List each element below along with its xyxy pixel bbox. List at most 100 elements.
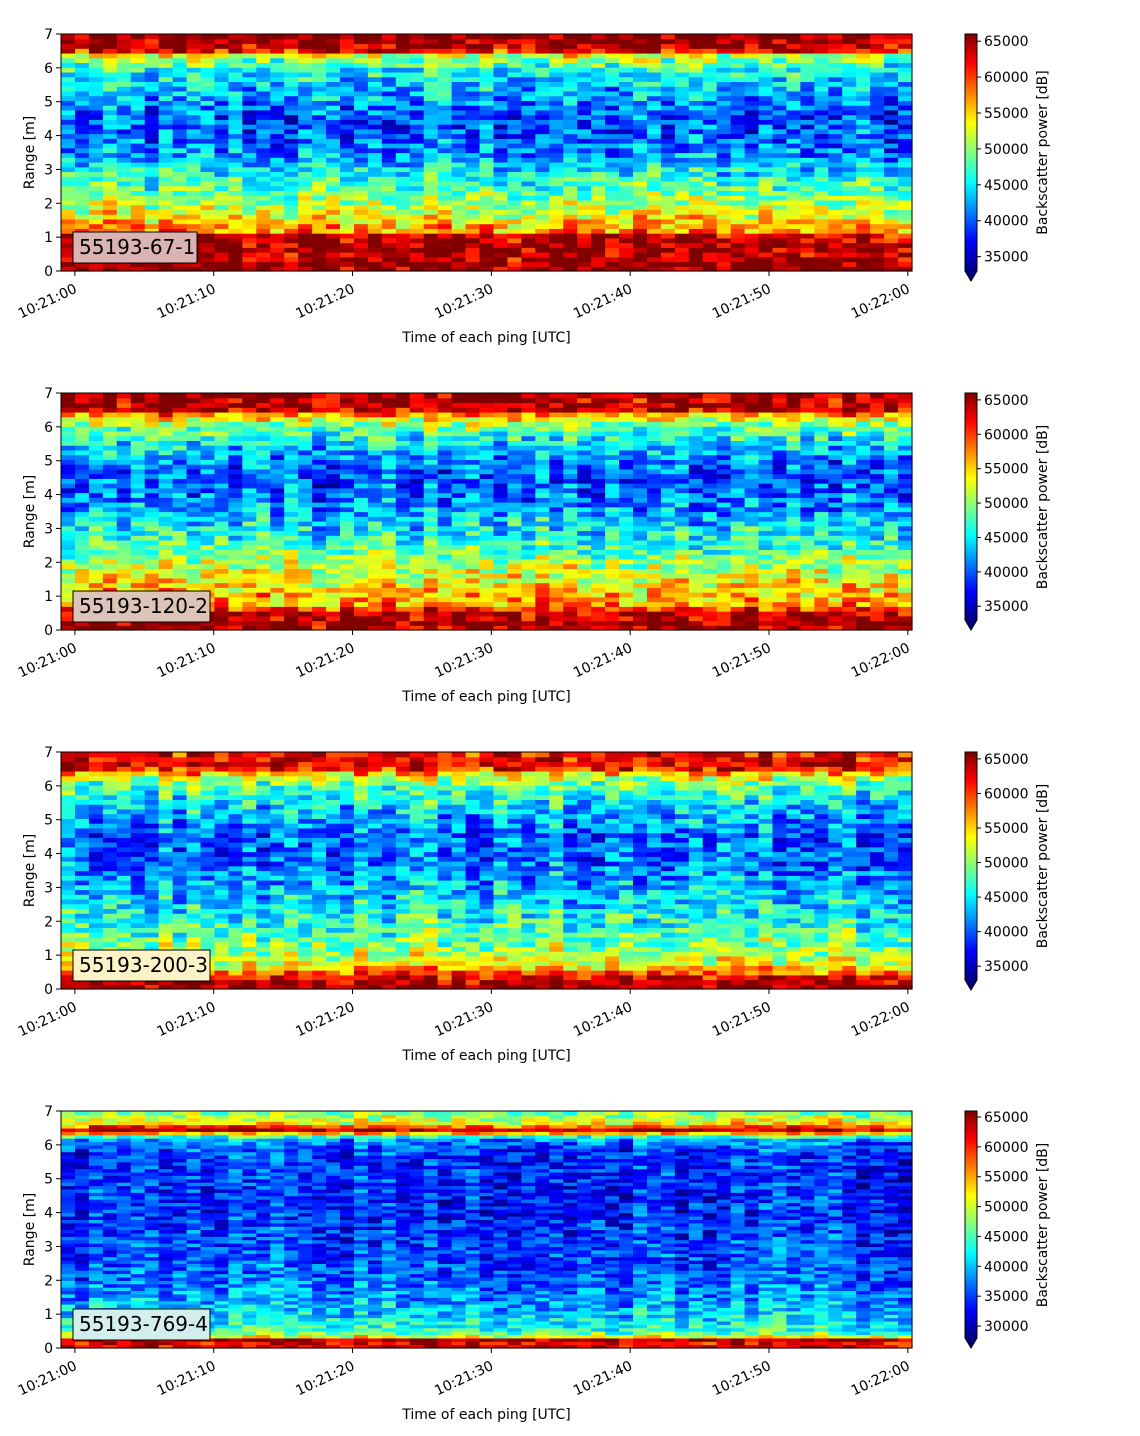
heatmap-cell bbox=[270, 266, 285, 272]
heatmap-cell bbox=[577, 266, 592, 272]
heatmap-cell bbox=[800, 95, 815, 101]
heatmap-cell bbox=[479, 402, 495, 408]
heatmap-cell bbox=[158, 100, 174, 106]
heatmap-cell bbox=[158, 426, 174, 432]
heatmap-cell bbox=[549, 449, 564, 456]
heatmap-cell bbox=[270, 558, 285, 565]
heatmap-cell bbox=[116, 228, 132, 234]
heatmap-cell bbox=[856, 157, 871, 163]
heatmap-cell bbox=[842, 233, 857, 239]
heatmap-cell bbox=[214, 166, 230, 173]
heatmap-cell bbox=[256, 535, 271, 541]
heatmap-cell bbox=[102, 397, 118, 404]
heatmap-cell bbox=[102, 161, 118, 168]
heatmap-cell bbox=[186, 449, 202, 456]
heatmap-cell bbox=[395, 549, 411, 555]
heatmap-cell bbox=[828, 209, 843, 215]
heatmap-cell bbox=[200, 473, 216, 479]
heatmap-cell bbox=[130, 161, 146, 168]
heatmap-cell bbox=[102, 516, 118, 522]
heatmap-cell bbox=[214, 114, 230, 120]
heatmap-cell bbox=[800, 242, 815, 248]
heatmap-cell bbox=[577, 464, 592, 470]
heatmap-cell bbox=[507, 582, 522, 588]
heatmap-cell bbox=[214, 71, 230, 78]
heatmap-cell bbox=[61, 166, 76, 173]
heatmap-cell bbox=[563, 124, 578, 130]
heatmap-cell bbox=[158, 530, 174, 536]
heatmap-cell bbox=[395, 459, 411, 465]
heatmap-cell bbox=[451, 587, 467, 593]
heatmap-cell bbox=[465, 459, 481, 465]
heatmap-cell bbox=[856, 199, 871, 206]
colorbar-extend-min bbox=[965, 271, 977, 281]
colorbar-tick-label: 35000 bbox=[984, 250, 1029, 266]
heatmap-cell bbox=[270, 176, 285, 182]
heatmap-cell bbox=[563, 204, 578, 210]
heatmap-cell bbox=[521, 48, 536, 54]
heatmap-cell bbox=[563, 577, 578, 584]
heatmap-cell bbox=[423, 430, 439, 437]
heatmap-cell bbox=[646, 109, 662, 116]
heatmap-cell bbox=[172, 402, 188, 408]
heatmap-cell bbox=[298, 592, 313, 598]
heatmap-cell bbox=[326, 100, 341, 106]
heatmap-cell bbox=[158, 38, 174, 45]
heatmap-cell bbox=[158, 114, 174, 120]
heatmap-cell bbox=[800, 81, 815, 87]
heatmap-cell bbox=[381, 195, 397, 201]
heatmap-cell bbox=[688, 67, 704, 73]
heatmap-cell bbox=[688, 204, 704, 210]
heatmap-cell bbox=[186, 483, 202, 489]
heatmap-cell bbox=[423, 247, 439, 253]
heatmap-cell bbox=[326, 62, 341, 68]
heatmap-cell bbox=[702, 128, 718, 135]
heatmap-cell bbox=[563, 573, 578, 579]
heatmap-cell bbox=[270, 397, 285, 404]
heatmap-cell bbox=[158, 445, 174, 451]
heatmap-cell bbox=[702, 218, 718, 225]
heatmap-cell bbox=[61, 199, 76, 206]
heatmap-cell bbox=[256, 204, 271, 210]
heatmap-cell bbox=[898, 209, 913, 215]
heatmap-cell bbox=[395, 625, 411, 631]
heatmap-cell bbox=[856, 71, 871, 78]
heatmap-cell bbox=[116, 407, 132, 413]
heatmap-cell bbox=[772, 105, 788, 111]
heatmap-cell bbox=[521, 209, 536, 215]
heatmap-cell bbox=[200, 43, 216, 49]
heatmap-cell bbox=[451, 247, 467, 253]
heatmap-cell bbox=[437, 147, 453, 154]
heatmap-cell bbox=[381, 596, 397, 603]
heatmap-cell bbox=[242, 38, 257, 45]
heatmap-cell bbox=[814, 100, 829, 106]
heatmap-cell bbox=[214, 109, 230, 116]
heatmap-cell bbox=[158, 582, 174, 588]
heatmap-cell bbox=[353, 587, 369, 593]
heatmap-cell bbox=[577, 71, 592, 78]
heatmap-cell bbox=[340, 86, 355, 92]
heatmap-cell bbox=[451, 86, 467, 92]
heatmap-cell bbox=[632, 195, 648, 201]
heatmap-cell bbox=[646, 114, 662, 120]
heatmap-cell bbox=[144, 426, 160, 432]
heatmap-cell bbox=[326, 478, 341, 484]
heatmap-cell bbox=[437, 114, 453, 120]
heatmap-cell bbox=[507, 563, 522, 569]
heatmap-cell bbox=[228, 563, 243, 569]
heatmap-cell bbox=[660, 266, 676, 272]
heatmap-cell bbox=[660, 95, 676, 101]
heatmap-cell bbox=[228, 615, 243, 622]
heatmap-cell bbox=[507, 544, 522, 551]
heatmap-cell bbox=[228, 209, 243, 215]
heatmap-cell bbox=[744, 252, 760, 258]
heatmap-cell bbox=[284, 81, 299, 87]
heatmap-cell bbox=[437, 90, 453, 97]
heatmap-cell bbox=[493, 237, 509, 244]
heatmap-cell bbox=[479, 497, 495, 503]
heatmap-cell bbox=[772, 223, 788, 229]
heatmap-cell bbox=[702, 171, 718, 177]
heatmap-cell bbox=[158, 52, 174, 59]
heatmap-cell bbox=[256, 563, 271, 569]
heatmap-cell bbox=[423, 473, 439, 479]
